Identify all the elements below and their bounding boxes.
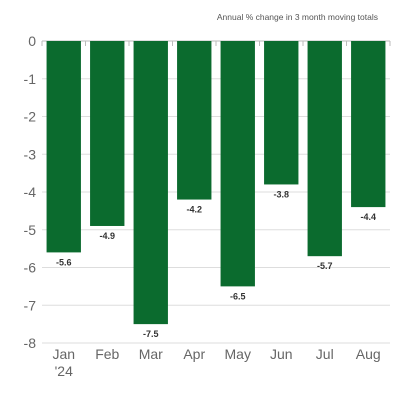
y-tick-label: -1: [24, 71, 37, 87]
y-tick-label: -5: [24, 222, 37, 238]
bar: [307, 41, 342, 257]
bar: [133, 41, 168, 325]
data-label: -7.5: [143, 329, 159, 339]
y-axis-ticks: 0 -1 -2 -3 -4 -5 -6 -7 -8: [24, 33, 37, 351]
bar: [177, 41, 212, 200]
y-tick-label: -6: [24, 260, 37, 276]
data-labels: -5.6 -4.9 -7.5 -4.2 -6.5 -3.8 -5.7 -4.4: [56, 189, 376, 339]
y-tick-label: -8: [24, 335, 37, 351]
bar: [220, 41, 255, 287]
y-tick-label: -4: [24, 184, 37, 200]
x-tick-label: Aug: [356, 346, 381, 362]
data-label: -5.6: [56, 257, 72, 267]
data-label: -3.8: [273, 189, 289, 199]
x-tick-label: Mar: [139, 346, 163, 362]
y-tick-label: -3: [24, 146, 37, 162]
bar: [46, 41, 81, 253]
x-axis-ticks: Jan'24 Feb Mar Apr May Jun Jul Aug: [52, 346, 380, 379]
x-tick-sublabel: '24: [55, 363, 73, 379]
bar: [90, 41, 125, 226]
bar: [264, 41, 299, 185]
y-tick-label: -7: [24, 297, 37, 313]
data-label: -4.4: [360, 212, 376, 222]
data-label: -4.2: [186, 205, 202, 215]
x-tick-label: Jun: [270, 346, 293, 362]
data-label: -5.7: [317, 261, 333, 271]
data-label: -6.5: [230, 291, 246, 301]
x-tick-label: May: [225, 346, 251, 362]
chart-subtitle: Annual % change in 3 month moving totals: [217, 12, 378, 22]
x-tick-label: Jan: [52, 346, 75, 362]
bars: [46, 41, 386, 325]
data-label: -4.9: [99, 231, 115, 241]
y-tick-label: -2: [24, 109, 37, 125]
x-tick-label: Apr: [183, 346, 205, 362]
bar: [351, 41, 386, 208]
x-tick-label: Feb: [95, 346, 119, 362]
y-tick-label: 0: [28, 33, 36, 49]
x-tick-label: Jul: [316, 346, 334, 362]
